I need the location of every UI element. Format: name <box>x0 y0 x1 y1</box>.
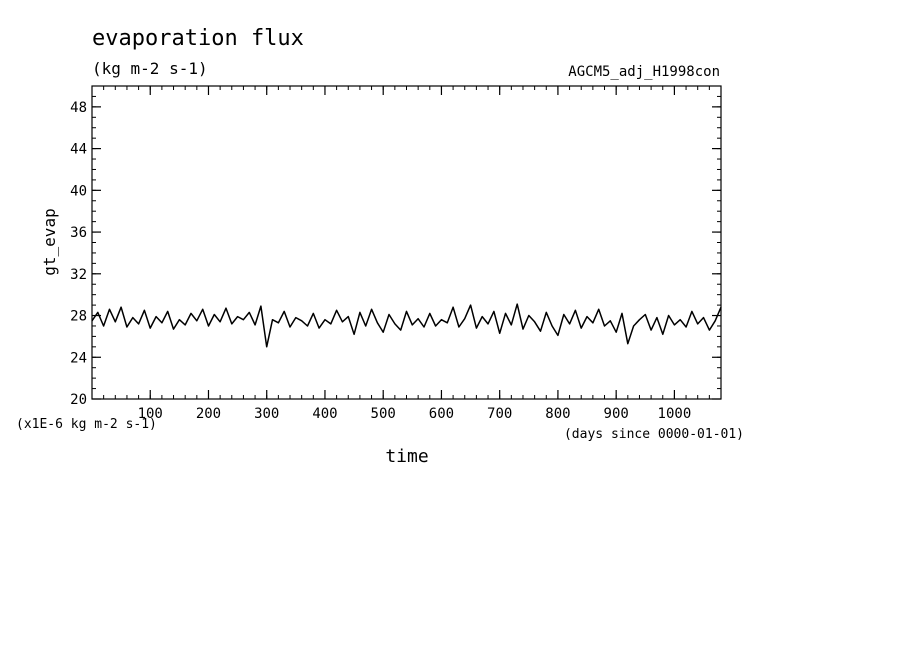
plot-frame <box>91 85 722 400</box>
y-tick-label: 20 <box>70 392 87 408</box>
x-axis-label: time <box>385 446 428 467</box>
x-tick-label: 100 <box>138 406 163 422</box>
x-tick-label: 900 <box>604 406 629 422</box>
x-tick-label: 500 <box>371 406 396 422</box>
y-tick-label: 28 <box>70 309 87 325</box>
x-tick-label: 600 <box>429 406 454 422</box>
x-tick-label: 400 <box>312 406 337 422</box>
y-tick-label: 36 <box>70 225 87 241</box>
x-tick-label: 300 <box>254 406 279 422</box>
x-tick-label: 200 <box>196 406 221 422</box>
y-axis-unit: (x1E-6 kg m-2 s-1) <box>16 417 157 432</box>
chart-title: evaporation flux <box>92 26 304 51</box>
y-tick-label: 40 <box>70 183 87 199</box>
y-axis: 20 24 28 32 36 40 44 48 <box>70 85 721 408</box>
y-axis-label: gt_evap <box>40 208 59 275</box>
x-tick-label: 800 <box>545 406 570 422</box>
dataset-label: AGCM5_adj_H1998con <box>568 64 720 80</box>
y-tick-label: 32 <box>70 267 87 283</box>
x-axis-unit: (days since 0000-01-01) <box>564 427 744 442</box>
x-axis: 100 200 300 400 500 600 700 800 900 1000 <box>91 86 722 422</box>
series-line <box>91 303 722 348</box>
y-tick-label: 48 <box>70 100 87 116</box>
y-tick-label: 44 <box>70 142 87 158</box>
chart-subtitle: (kg m-2 s-1) <box>92 59 208 78</box>
y-tick-label: 24 <box>70 350 87 366</box>
x-tick-label: 700 <box>487 406 512 422</box>
x-tick-label: 1000 <box>658 406 692 422</box>
